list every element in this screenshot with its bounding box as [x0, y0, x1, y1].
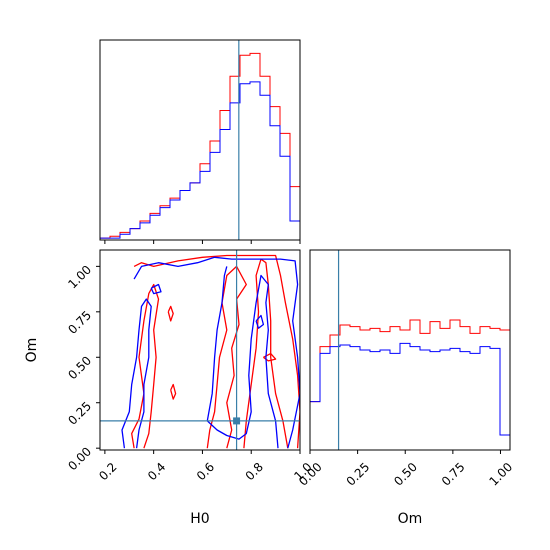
joint-frame [99, 249, 301, 451]
joint-contour-blue-0 [133, 256, 300, 449]
joint-contour-red-4 [167, 305, 174, 322]
joint-contour-red-1 [243, 258, 289, 449]
x-axis-label-om: Om [398, 511, 423, 527]
joint-contour-blue-4 [255, 314, 265, 329]
joint-contour-red-3 [131, 283, 160, 449]
hist-om-red-series [309, 319, 511, 450]
x-axis-label-h0: H0 [190, 511, 209, 527]
joint-truth-marker [233, 417, 241, 425]
joint-contours [121, 254, 300, 449]
hist-om-blue-series [309, 342, 511, 450]
joint-contour-blue-3 [150, 283, 162, 295]
joint-contour-red-5 [170, 383, 177, 400]
joint-contour-blue-2 [121, 298, 152, 449]
joint-contour-blue-1 [206, 266, 279, 449]
joint-contour-red-0 [133, 254, 300, 449]
hist-h0-blue-series [99, 81, 301, 240]
hist-h0-panel [99, 39, 301, 244]
y-axis-label-om: Om [24, 338, 40, 363]
hist-h0-frame [99, 39, 301, 241]
hist-om-frame [309, 249, 511, 451]
